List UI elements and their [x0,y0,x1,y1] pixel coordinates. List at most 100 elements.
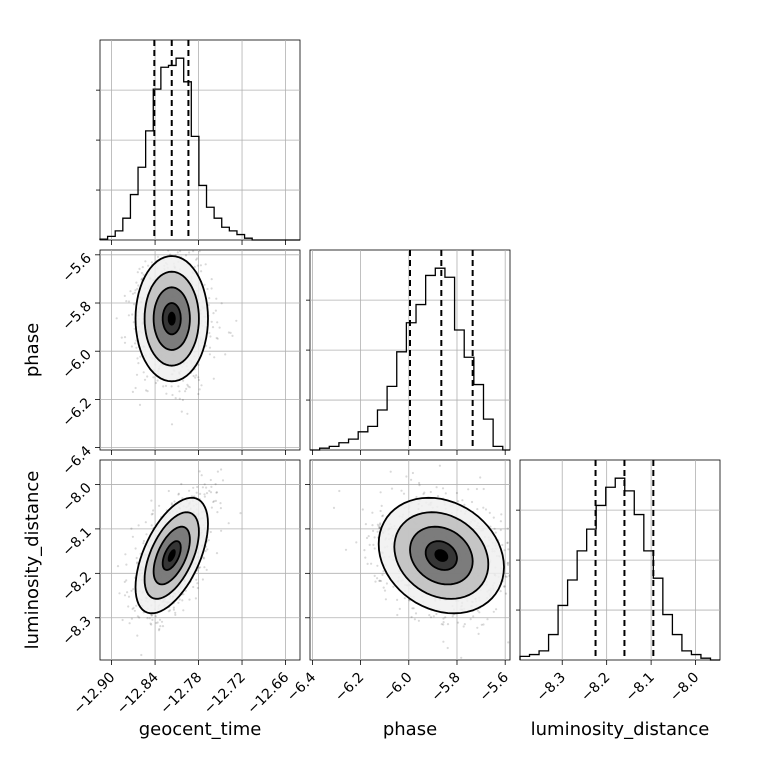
sample-point [137,362,140,365]
sample-point [422,492,425,496]
x-tick-label: −5.6 [477,669,512,704]
sample-point [156,621,159,624]
sample-point [239,511,242,515]
sample-point [476,626,479,629]
sample-point [372,543,375,547]
sample-point [134,289,137,292]
sample-point [138,267,141,270]
sample-point [118,592,121,595]
sample-point [156,255,160,258]
sample-point [203,283,206,286]
sample-point [174,397,177,400]
density-core [434,549,449,562]
sample-point [506,541,509,545]
sample-point [209,491,213,494]
sample-point [174,613,177,617]
x-axis-title-phase: phase [383,719,437,740]
sample-point [506,541,509,544]
density-layer [100,250,300,450]
sample-point [134,386,137,390]
sample-point [210,506,213,509]
sample-point [187,385,190,388]
y-tick-label: −6.4 [59,443,94,478]
sample-point [142,273,145,276]
sample-point [209,478,212,482]
sample-point [198,470,201,473]
sample-point [188,489,191,492]
sample-point [462,625,465,628]
sample-point [381,515,384,518]
sample-point [495,608,498,611]
contour-level-2 [143,511,200,600]
sample-point [415,495,418,499]
sample-point [131,292,135,295]
density-core [167,311,176,326]
sample-point [364,523,367,526]
x-tick-label: −12.72 [201,670,249,718]
sample-point [373,536,376,539]
sample-point [506,563,510,567]
sample-point [380,579,383,583]
sample-point [379,522,382,525]
sample-point [506,527,509,530]
sample-point [373,574,376,578]
sample-point [127,605,130,608]
sample-point [131,313,134,316]
sample-point [169,253,172,256]
sample-point [224,353,227,356]
sample-point [455,491,458,495]
sample-point [196,586,199,590]
sample-point [220,529,223,532]
sample-point [364,556,367,559]
sample-point [179,250,182,253]
sample-point [188,386,191,389]
sample-point [210,287,213,290]
sample-point [195,374,198,377]
sample-point [172,608,175,611]
sample-point [126,591,129,594]
sample-point [150,614,153,617]
sample-point [194,376,197,379]
sample-point [167,610,170,613]
sample-point [417,619,420,622]
sample-point [127,300,131,303]
contour-level-1 [409,525,474,586]
sample-point [392,585,395,588]
sample-point [484,508,488,511]
sample-point [514,544,516,546]
sample-point [227,331,230,334]
sample-point [197,376,200,379]
sample-point [123,341,127,344]
frame-luminosity-distance-vs-phase [309,459,511,661]
sample-point [361,508,364,511]
sample-point [152,376,155,379]
sample-point [219,502,222,505]
sample-point [376,577,379,580]
sample-point [194,597,197,600]
sample-point [165,392,168,395]
y-tick-label: −6.2 [59,395,94,430]
x-tick-label: −8.1 [623,670,658,705]
sample-point [182,609,185,612]
sample-point [123,336,127,339]
y-tick-label: −8.2 [59,569,94,604]
density-core [167,549,176,562]
sample-point [125,300,128,303]
sample-point [135,373,139,376]
sample-point [376,530,379,533]
sample-point [212,312,215,315]
sample-point [172,606,175,609]
sample-point [457,500,460,503]
sample-point [130,617,133,620]
sample-point [133,291,136,294]
sample-point [508,574,510,577]
sample-point [456,621,460,624]
sample-point [390,487,394,490]
sample-point [482,506,485,509]
sample-point [444,492,447,495]
sample-point [504,592,508,595]
sample-point [135,346,138,349]
sample-point [197,378,201,382]
sample-point [207,539,210,542]
sample-point [188,598,191,601]
